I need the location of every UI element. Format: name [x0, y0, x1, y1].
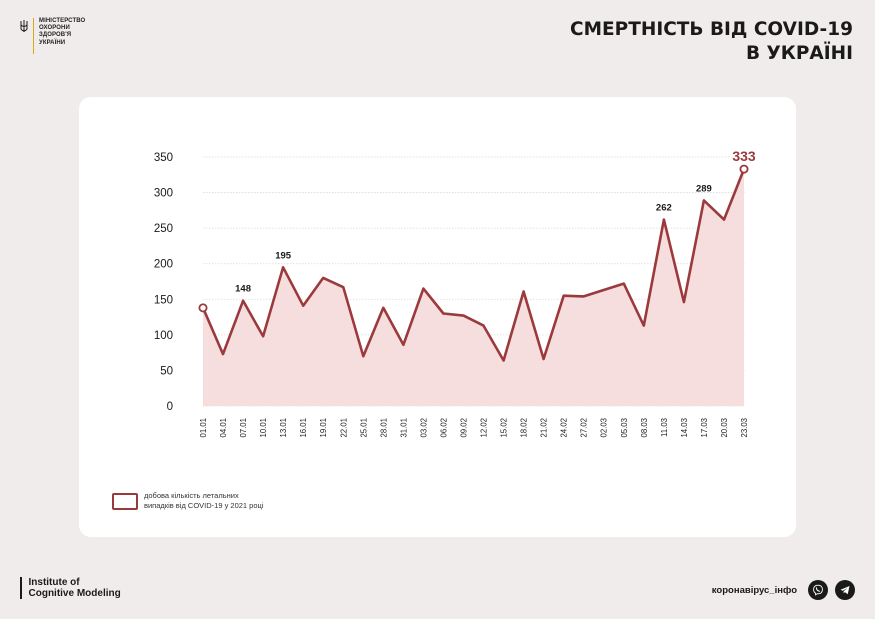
- x-tick-label: 21.02: [540, 418, 549, 438]
- x-tick-label: 10.01: [259, 418, 268, 438]
- logo-divider: [33, 18, 34, 54]
- page-title-line1: СМЕРТНІСТЬ ВІД COVID-19: [570, 19, 853, 40]
- institute-name-line1: Institute of: [28, 577, 80, 588]
- x-tick-label: 01.01: [199, 418, 208, 438]
- legend-swatch: [112, 492, 138, 510]
- data-label: 262: [656, 203, 672, 214]
- institute-name: Institute of Cognitive Modeling: [29, 577, 121, 599]
- page-title-line2: В УКРАЇНІ: [745, 43, 853, 64]
- area-chart: 0 50 100 150 200 250 300 350 01.01 04.01 07.01 10.0…: [154, 148, 756, 438]
- hashtag-text[interactable]: коронавірус_інфо: [711, 584, 797, 596]
- data-label: 195: [275, 250, 292, 261]
- viber-icon[interactable]: [808, 580, 828, 600]
- chart-card: 0 50 100 150 200 250 300 350 01.01 04.01 07.01 10.0…: [79, 97, 796, 537]
- x-tick-label: 05.03: [620, 418, 629, 438]
- x-tick-label: 04.01: [219, 418, 228, 438]
- y-tick-label: 300: [154, 188, 173, 200]
- x-tick-label: 09.02: [459, 418, 468, 438]
- data-label: 333: [732, 148, 756, 164]
- page-title: СМЕРТНІСТЬ ВІД COVID-19 В УКРАЇНІ: [570, 18, 853, 66]
- x-tick-label: 18.02: [520, 418, 529, 438]
- legend-label-line1: добова кількість летальних: [144, 491, 239, 500]
- x-tick-label: 11.03: [660, 418, 669, 437]
- x-tick-label: 24.02: [560, 418, 569, 438]
- x-tick-label: 17.03: [700, 418, 709, 438]
- institute-logo: Institute of Cognitive Modeling: [20, 577, 121, 599]
- data-label: 148: [235, 284, 251, 295]
- data-point: [739, 164, 749, 174]
- x-tick-label: 28.01: [379, 418, 388, 438]
- trident-icon: [20, 20, 28, 32]
- ministry-name-line: УКРАЇНИ: [39, 39, 66, 46]
- data-label: 289: [696, 183, 712, 194]
- x-tick-label: 22.01: [339, 418, 348, 438]
- series-area: [203, 169, 744, 406]
- x-tick-label: 02.03: [600, 418, 609, 438]
- y-tick-label: 150: [154, 294, 173, 306]
- x-tick-label: 15.02: [500, 418, 509, 438]
- ministry-name-line: МІНІСТЕРСТВО: [39, 18, 86, 24]
- ministry-name-line: ЗДОРОВ'Я: [39, 32, 72, 39]
- institute-divider: [20, 577, 22, 599]
- x-tick-label: 31.01: [399, 418, 408, 438]
- x-tick-label: 16.01: [299, 418, 308, 438]
- y-tick-label: 50: [160, 365, 173, 377]
- institute-name-line2: Cognitive Modeling: [28, 588, 121, 599]
- chart-legend: добова кількість летальних випадків від …: [112, 491, 264, 511]
- y-tick-label: 250: [154, 223, 173, 235]
- x-tick-label: 07.01: [239, 418, 248, 438]
- x-tick-label: 19.01: [319, 418, 328, 438]
- x-tick-label: 08.03: [640, 418, 649, 438]
- y-tick-label: 0: [167, 401, 173, 413]
- legend-label: добова кількість летальних випадків від …: [144, 491, 264, 511]
- x-tick-label: 03.02: [419, 418, 428, 438]
- ministry-name-line: ОХОРОНИ: [39, 25, 70, 32]
- telegram-icon[interactable]: [835, 580, 855, 600]
- data-point: [198, 303, 208, 313]
- x-tick-label: 25.01: [359, 418, 368, 438]
- x-tick-label: 27.02: [580, 418, 589, 438]
- legend-label-line2: випадків від COVID-19 у 2021 році: [144, 501, 264, 510]
- x-tick-label: 23.03: [740, 418, 749, 438]
- x-tick-label: 14.03: [680, 418, 689, 438]
- y-tick-label: 200: [154, 259, 173, 271]
- ministry-logo: МІНІСТЕРСТВО ОХОРОНИ ЗДОРОВ'Я УКРАЇНИ: [20, 18, 85, 54]
- footer-social: коронавірус_інфо: [712, 580, 855, 600]
- x-tick-label: 12.02: [480, 418, 489, 438]
- y-tick-label: 100: [154, 330, 173, 342]
- x-tick-label: 13.01: [279, 418, 288, 438]
- series-line: [201, 167, 746, 362]
- y-tick-label: 350: [154, 152, 173, 164]
- x-tick-label: 06.02: [439, 418, 448, 438]
- x-tick-label: 20.03: [720, 418, 729, 438]
- ministry-name: МІНІСТЕРСТВО ОХОРОНИ ЗДОРОВ'Я УКРАЇНИ: [39, 18, 85, 47]
